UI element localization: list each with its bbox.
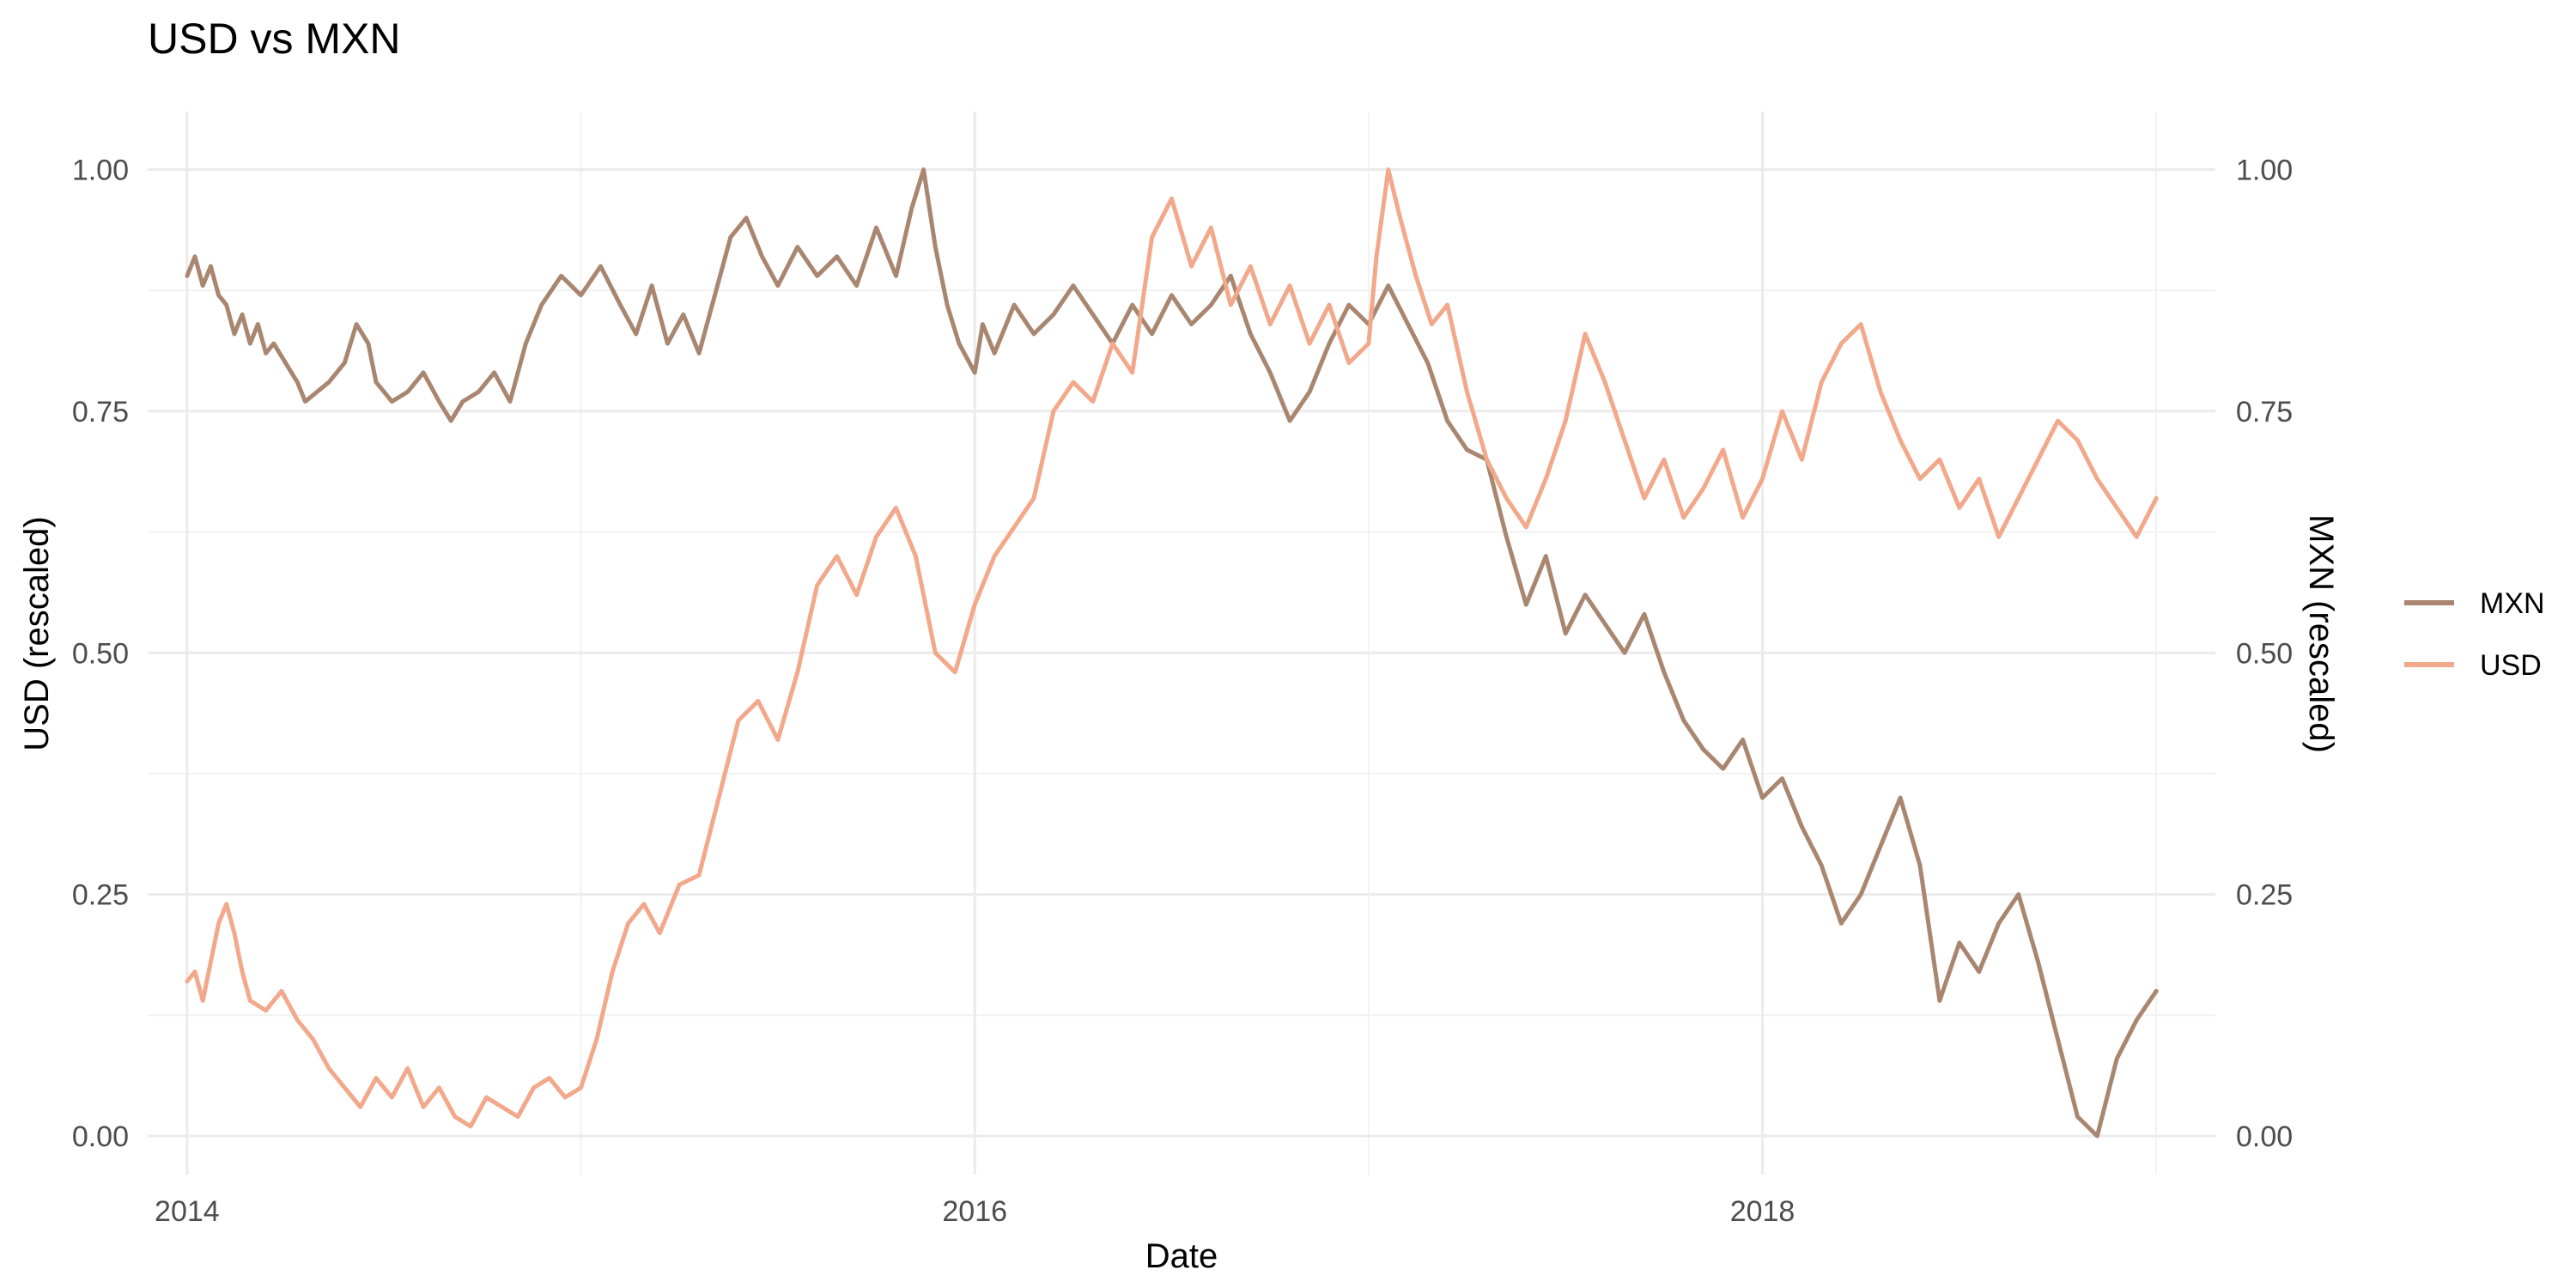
major-gridlines <box>148 112 2215 1175</box>
series-line-mxn <box>185 167 2159 1139</box>
secondary-y-axis-title: MXN (rescaled) <box>2302 514 2340 753</box>
y-tick-label: 0.25 <box>72 879 129 912</box>
y2-tick-label: 0.25 <box>2236 879 2293 912</box>
y2-tick-label: 0.50 <box>2236 637 2293 670</box>
minor-gridlines <box>148 112 2215 1175</box>
legend-label-usd: USD <box>2480 649 2542 682</box>
y-tick-label: 0.00 <box>72 1121 129 1153</box>
right-y-tick-labels: 0.00 0.25 0.50 0.75 1.00 <box>2236 155 2293 1153</box>
y2-tick-label: 0.75 <box>2236 396 2293 428</box>
x-tick-label: 2014 <box>155 1195 220 1228</box>
x-tick-label: 2018 <box>1730 1195 1795 1228</box>
x-tick-labels: 2014 2016 2018 <box>155 1195 1795 1228</box>
x-tick-label: 2016 <box>942 1195 1007 1228</box>
y2-tick-label: 0.00 <box>2236 1121 2293 1153</box>
chart-title: USD vs MXN <box>148 15 400 63</box>
left-y-tick-labels: 0.00 0.25 0.50 0.75 1.00 <box>72 155 129 1153</box>
series-lines <box>185 167 2159 1139</box>
y-axis-title: USD (rescaled) <box>18 516 56 750</box>
y-tick-label: 0.75 <box>72 396 129 428</box>
y-tick-label: 0.50 <box>72 637 129 670</box>
legend: MXN USD <box>2404 587 2545 682</box>
y-tick-label: 1.00 <box>72 155 129 187</box>
y2-tick-label: 1.00 <box>2236 155 2293 187</box>
series-line-usd <box>185 167 2159 1129</box>
legend-label-mxn: MXN <box>2480 587 2545 620</box>
x-axis-title: Date <box>1145 1237 1218 1275</box>
